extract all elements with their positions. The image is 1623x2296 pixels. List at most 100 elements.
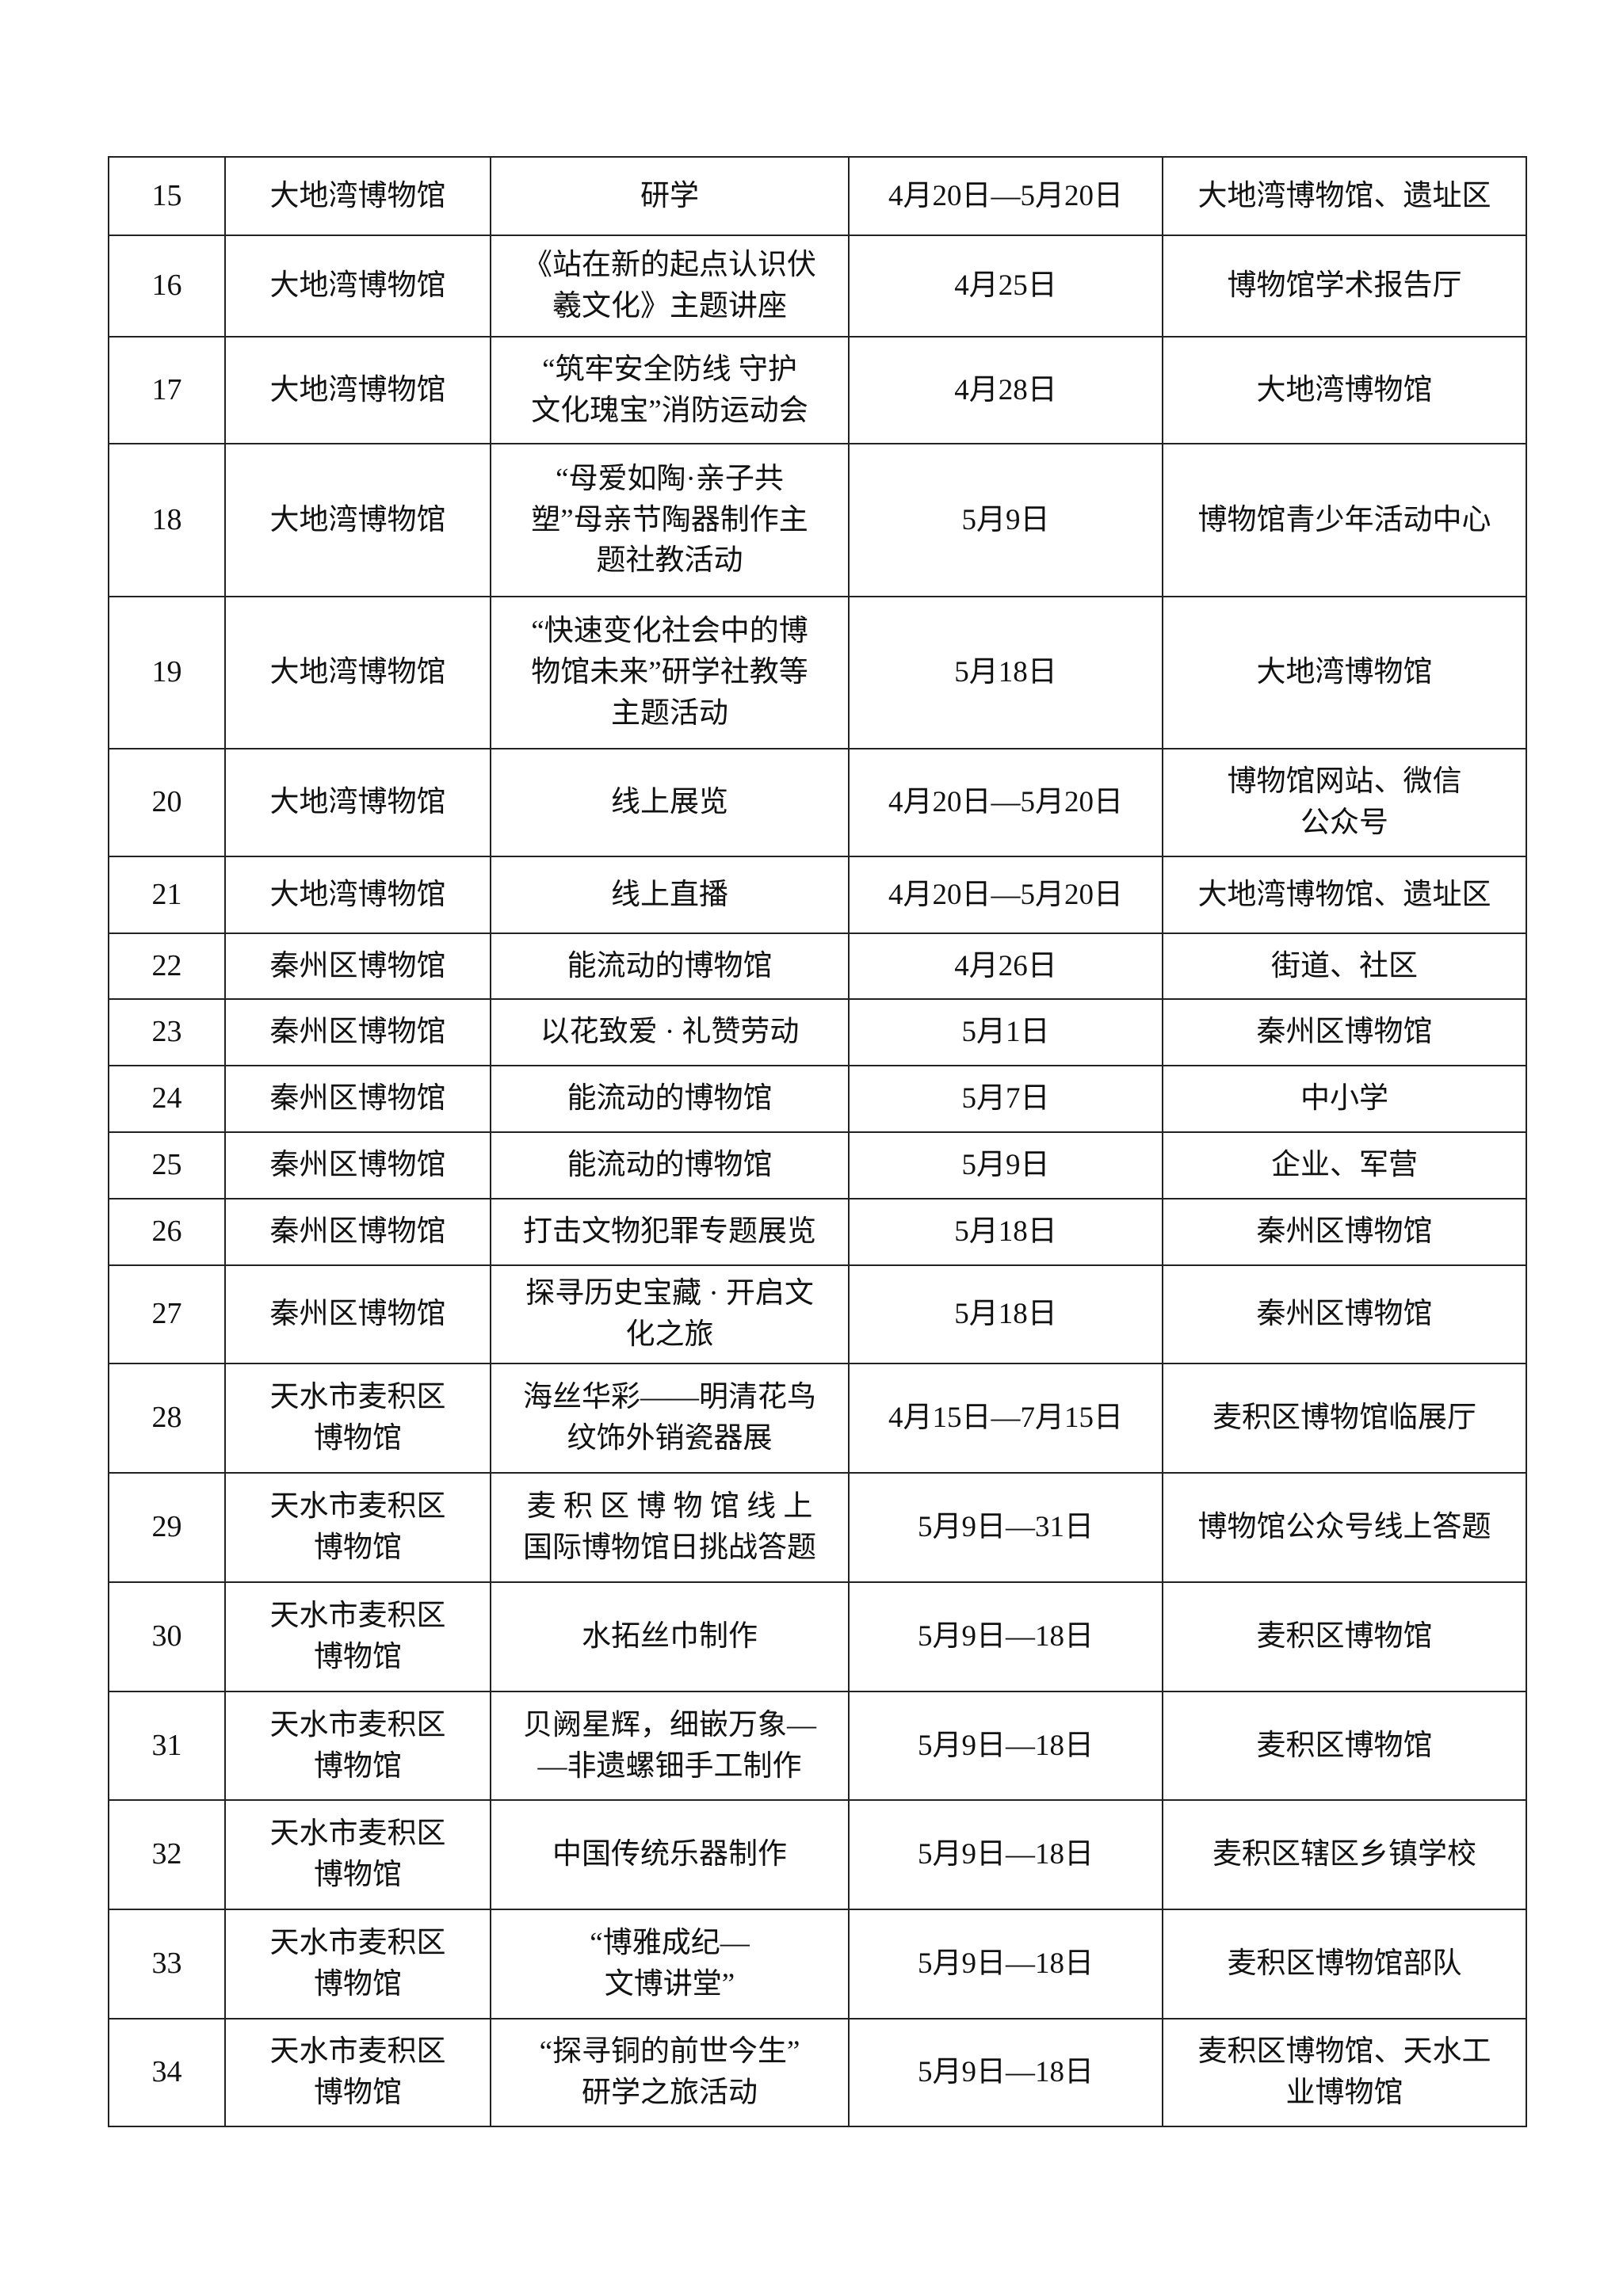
cell-activity: 能流动的博物馆 <box>490 933 850 1000</box>
cell-date: 5月7日 <box>848 1065 1163 1133</box>
table-row: 19 大地湾博物馆 “快速变化社会中的博 物馆未来”研学社教等 主题活动 5月18日大… <box>108 596 1527 749</box>
cell-location: 秦州区博物馆 <box>1162 998 1527 1066</box>
cell-activity: 线上直播 <box>490 856 850 934</box>
cell-organizer: 大地湾博物馆 <box>224 336 491 444</box>
cell-location: 博物馆学术报告厅 <box>1162 235 1527 338</box>
table-row: 28 天水市麦积区 博物馆 海丝华彩——明清花鸟 纹饰外销瓷器展 4月15日—7月15… <box>108 1363 1527 1474</box>
cell-no: 33 <box>108 1909 226 2019</box>
cell-location: 麦积区博物馆部队 <box>1162 1909 1527 2019</box>
cell-location: 麦积区辖区乡镇学校 <box>1162 1799 1527 1910</box>
cell-no: 20 <box>108 748 226 857</box>
cell-date: 4月28日 <box>848 336 1163 444</box>
table-row: 23 秦州区博物馆 以花致爱 · 礼赞劳动 5月1日 秦州区博物馆 <box>108 998 1527 1066</box>
table-row: 30 天水市麦积区 博物馆 水拓丝巾制作 5月9日—18日 麦积区博物馆 <box>108 1581 1527 1692</box>
cell-activity: 《站在新的起点认识伏 羲文化》主题讲座 <box>490 235 850 338</box>
table-row: 15 大地湾博物馆 研学 4月20日—5月20日 大地湾博物馆、遗址区 <box>108 156 1527 236</box>
table-row: 21 大地湾博物馆 线上直播 4月20日—5月20日 大地湾博物馆、遗址区 <box>108 856 1527 934</box>
cell-location: 麦积区博物馆、天水工 业博物馆 <box>1162 2018 1527 2127</box>
cell-activity: “探寻铜的前世今生” 研学之旅活动 <box>490 2018 850 2127</box>
cell-date: 5月9日—18日 <box>848 1909 1163 2019</box>
cell-activity: “快速变化社会中的博 物馆未来”研学社教等 主题活动 <box>490 596 850 749</box>
cell-activity: 能流动的博物馆 <box>490 1131 850 1199</box>
cell-organizer: 秦州区博物馆 <box>224 1198 491 1266</box>
cell-no: 34 <box>108 2018 226 2127</box>
cell-organizer: 天水市麦积区 博物馆 <box>224 2018 491 2127</box>
events-table: 15 大地湾博物馆 研学 4月20日—5月20日 大地湾博物馆、遗址区 16 大地湾博物馆《… <box>108 156 1527 2127</box>
table-row: 31 天水市麦积区 博物馆 贝阙星辉，细嵌万象— —非遗螺钿手工制作 5月9日—18日… <box>108 1691 1527 1801</box>
cell-activity: 打击文物犯罪专题展览 <box>490 1198 850 1266</box>
cell-no: 17 <box>108 336 226 444</box>
cell-no: 32 <box>108 1799 226 1910</box>
cell-organizer: 秦州区博物馆 <box>224 1264 491 1364</box>
cell-no: 28 <box>108 1363 226 1474</box>
cell-location: 街道、社区 <box>1162 933 1527 1000</box>
cell-no: 18 <box>108 443 226 597</box>
cell-organizer: 大地湾博物馆 <box>224 596 491 749</box>
table-row: 25 秦州区博物馆 能流动的博物馆 5月9日 企业、军营 <box>108 1131 1527 1199</box>
cell-activity: 贝阙星辉，细嵌万象— —非遗螺钿手工制作 <box>490 1691 850 1801</box>
cell-date: 4月25日 <box>848 235 1163 338</box>
cell-organizer: 天水市麦积区 博物馆 <box>224 1581 491 1692</box>
cell-activity: 以花致爱 · 礼赞劳动 <box>490 998 850 1066</box>
cell-no: 31 <box>108 1691 226 1801</box>
table-row: 17 大地湾博物馆 “筑牢安全防线 守护 文化瑰宝”消防运动会 4月28日 大地湾博物馆 <box>108 336 1527 444</box>
cell-activity: 水拓丝巾制作 <box>490 1581 850 1692</box>
cell-activity: 探寻历史宝藏 · 开启文 化之旅 <box>490 1264 850 1364</box>
cell-no: 23 <box>108 998 226 1066</box>
cell-location: 大地湾博物馆、遗址区 <box>1162 156 1527 236</box>
cell-no: 22 <box>108 933 226 1000</box>
cell-activity: 中国传统乐器制作 <box>490 1799 850 1910</box>
cell-no: 29 <box>108 1472 226 1583</box>
cell-location: 大地湾博物馆 <box>1162 336 1527 444</box>
cell-location: 麦积区博物馆 <box>1162 1581 1527 1692</box>
cell-no: 15 <box>108 156 226 236</box>
cell-date: 5月18日 <box>848 1198 1163 1266</box>
cell-no: 25 <box>108 1131 226 1199</box>
cell-location: 博物馆网站、微信 公众号 <box>1162 748 1527 857</box>
cell-no: 19 <box>108 596 226 749</box>
cell-organizer: 天水市麦积区 博物馆 <box>224 1472 491 1583</box>
cell-activity: “筑牢安全防线 守护 文化瑰宝”消防运动会 <box>490 336 850 444</box>
cell-no: 21 <box>108 856 226 934</box>
cell-organizer: 天水市麦积区 博物馆 <box>224 1691 491 1801</box>
cell-location: 秦州区博物馆 <box>1162 1264 1527 1364</box>
cell-no: 16 <box>108 235 226 338</box>
cell-organizer: 天水市麦积区 博物馆 <box>224 1799 491 1910</box>
cell-activity: 麦 积 区 博 物 馆 线 上 国际博物馆日挑战答题 <box>490 1472 850 1583</box>
table-row: 16 大地湾博物馆 《站在新的起点认识伏 羲文化》主题讲座 4月25日 博物馆学术报告厅 <box>108 235 1527 338</box>
cell-location: 麦积区博物馆 <box>1162 1691 1527 1801</box>
table-row: 29 天水市麦积区 博物馆麦 积 区 博 物 馆 线 上 国际博物馆日挑战答题 5月… <box>108 1472 1527 1583</box>
cell-date: 5月9日—18日 <box>848 2018 1163 2127</box>
cell-location: 秦州区博物馆 <box>1162 1198 1527 1266</box>
cell-location: 中小学 <box>1162 1065 1527 1133</box>
cell-organizer: 大地湾博物馆 <box>224 443 491 597</box>
table-row: 24 秦州区博物馆 能流动的博物馆 5月7日 中小学 <box>108 1065 1527 1133</box>
cell-organizer: 大地湾博物馆 <box>224 748 491 857</box>
table-row: 33 天水市麦积区 博物馆 “博雅成纪— 文博讲堂” 5月9日—18日 麦积区博物馆部队 <box>108 1909 1527 2019</box>
cell-activity: “母爱如陶·亲子共 塑”母亲节陶器制作主 题社教活动 <box>490 443 850 597</box>
events-table-body: 15 大地湾博物馆 研学 4月20日—5月20日 大地湾博物馆、遗址区 16 大地湾博物馆《… <box>108 156 1527 2127</box>
cell-date: 4月26日 <box>848 933 1163 1000</box>
cell-activity: 能流动的博物馆 <box>490 1065 850 1133</box>
cell-date: 5月9日—18日 <box>848 1691 1163 1801</box>
cell-organizer: 天水市麦积区 博物馆 <box>224 1363 491 1474</box>
table-row: 18 大地湾博物馆 “母爱如陶·亲子共 塑”母亲节陶器制作主 题社教活动 5月9日 博物… <box>108 443 1527 597</box>
cell-organizer: 秦州区博物馆 <box>224 1131 491 1199</box>
cell-location: 大地湾博物馆 <box>1162 596 1527 749</box>
table-row: 20 大地湾博物馆 线上展览 4月20日—5月20日 博物馆网站、微信 公众号 <box>108 748 1527 857</box>
cell-location: 博物馆青少年活动中心 <box>1162 443 1527 597</box>
cell-activity: “博雅成纪— 文博讲堂” <box>490 1909 850 2019</box>
table-row: 22 秦州区博物馆 能流动的博物馆 4月26日 街道、社区 <box>108 933 1527 1000</box>
cell-no: 24 <box>108 1065 226 1133</box>
cell-location: 麦积区博物馆临展厅 <box>1162 1363 1527 1474</box>
cell-date: 4月15日—7月15日 <box>848 1363 1163 1474</box>
cell-date: 4月20日—5月20日 <box>848 748 1163 857</box>
cell-date: 5月9日—31日 <box>848 1472 1163 1583</box>
cell-date: 4月20日—5月20日 <box>848 856 1163 934</box>
cell-date: 5月18日 <box>848 1264 1163 1364</box>
cell-organizer: 秦州区博物馆 <box>224 1065 491 1133</box>
cell-organizer: 秦州区博物馆 <box>224 998 491 1066</box>
table-row: 32 天水市麦积区 博物馆 中国传统乐器制作 5月9日—18日 麦积区辖区乡镇学校 <box>108 1799 1527 1910</box>
cell-date: 5月9日—18日 <box>848 1581 1163 1692</box>
cell-organizer: 秦州区博物馆 <box>224 933 491 1000</box>
